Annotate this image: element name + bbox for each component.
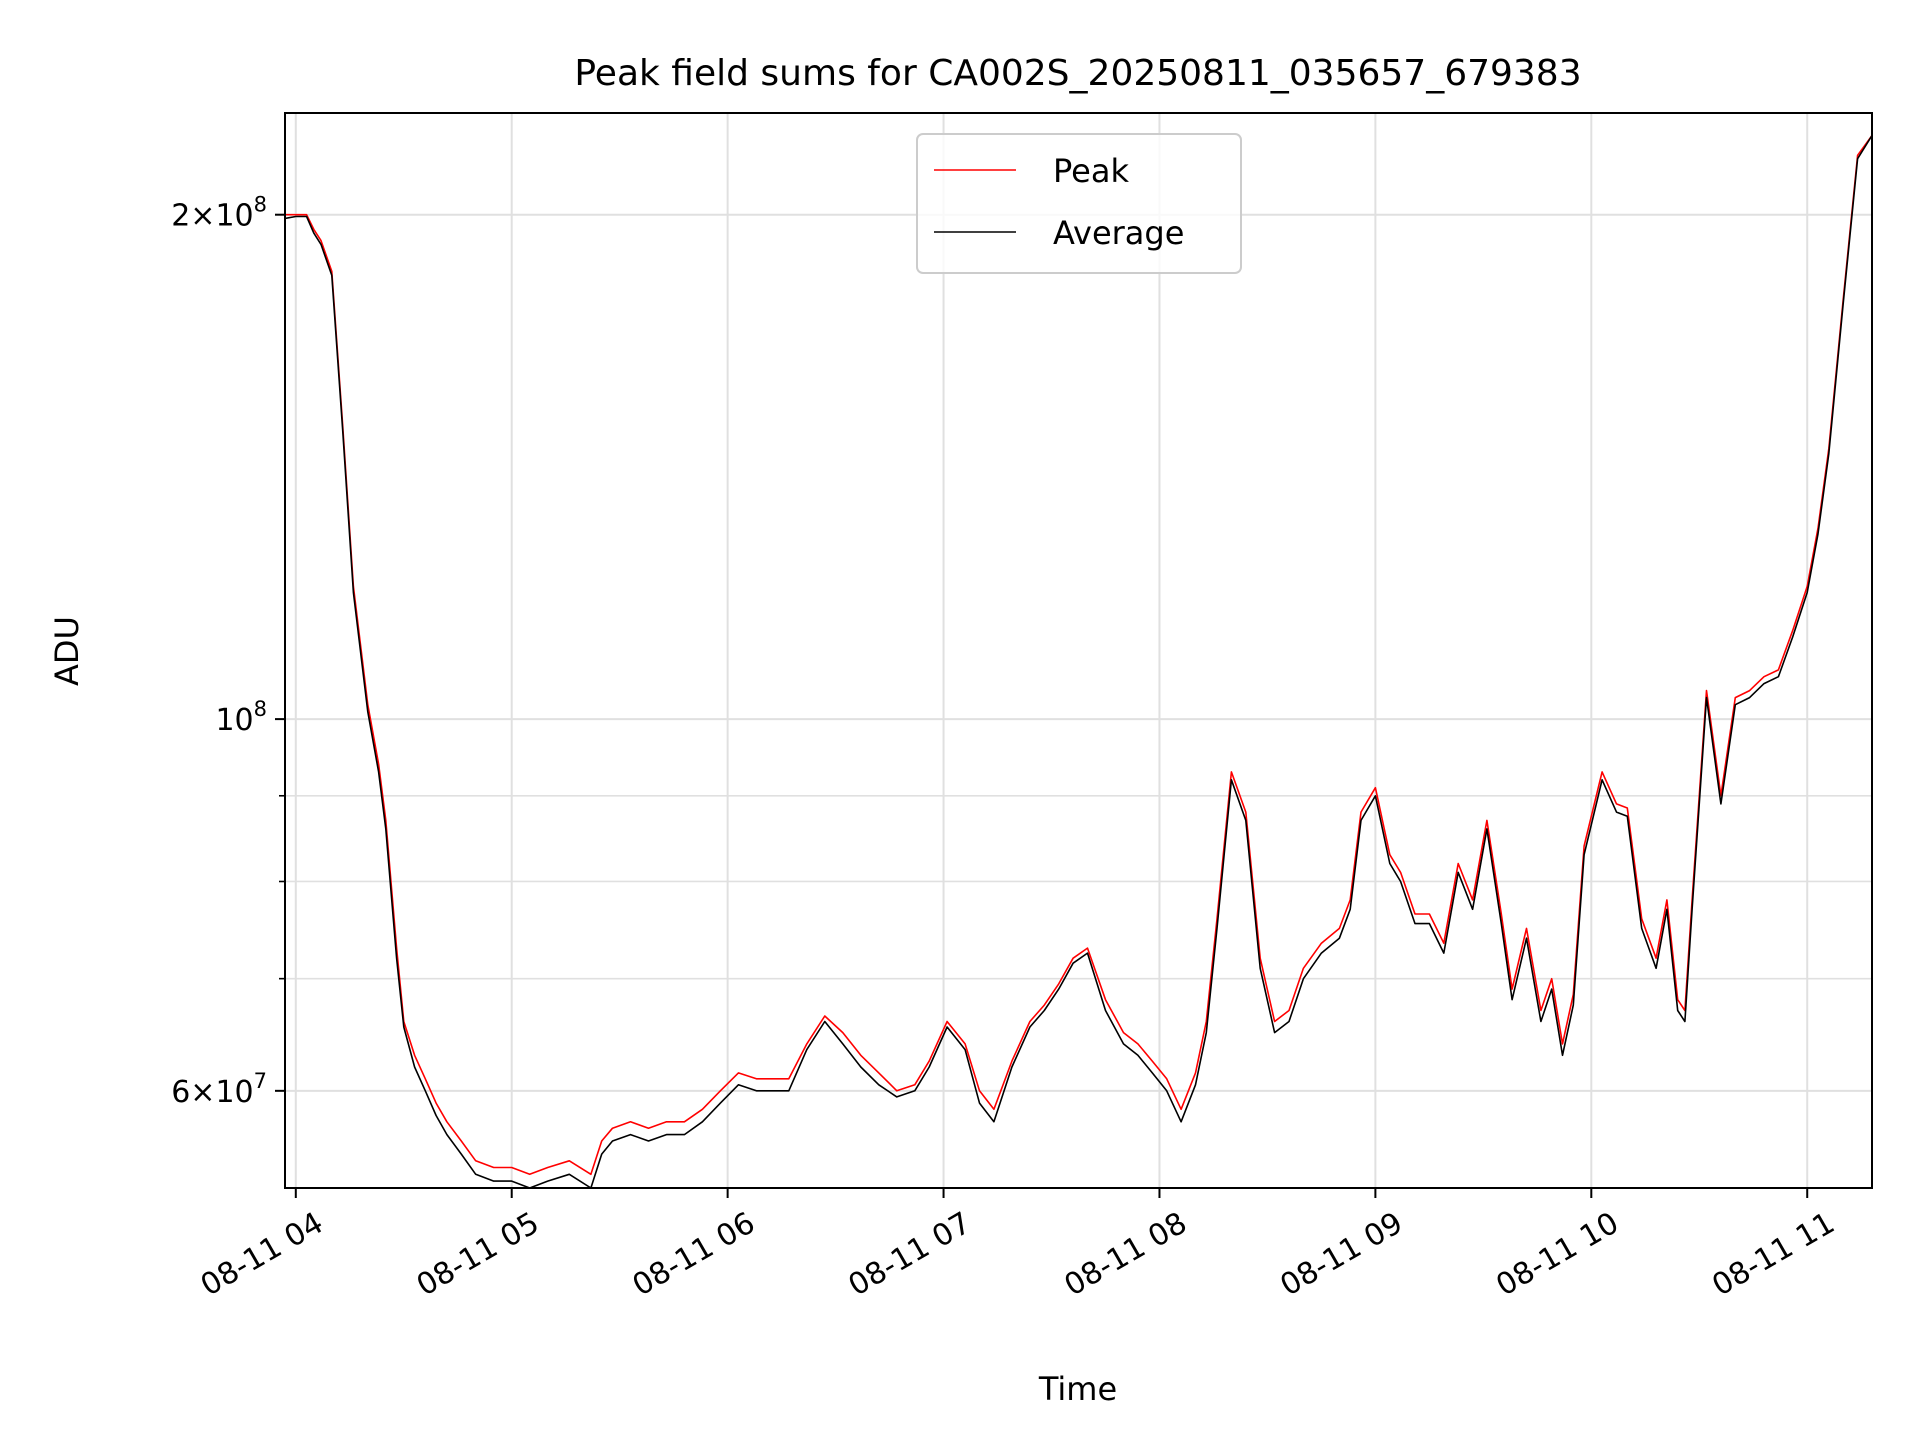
plot-frame xyxy=(284,112,1873,1189)
y-tick-label: 2×108 xyxy=(171,193,267,234)
legend-peak-label: Peak xyxy=(1053,152,1129,190)
series-line-peak xyxy=(285,135,1873,1176)
y-tick-label: 108 xyxy=(215,697,267,738)
series-lines xyxy=(284,135,1873,1189)
x-axis-label: Time xyxy=(1038,1370,1117,1408)
legend-box xyxy=(916,133,1242,274)
legend: Peak Average xyxy=(916,133,1242,274)
y-tick-label: 6×107 xyxy=(171,1069,267,1110)
legend-average-label: Average xyxy=(1053,214,1184,252)
y-axis-label: ADU xyxy=(48,616,86,686)
series-line-average xyxy=(284,135,1873,1189)
chart-title: Peak field sums for CA002S_20250811_0356… xyxy=(574,53,1581,94)
